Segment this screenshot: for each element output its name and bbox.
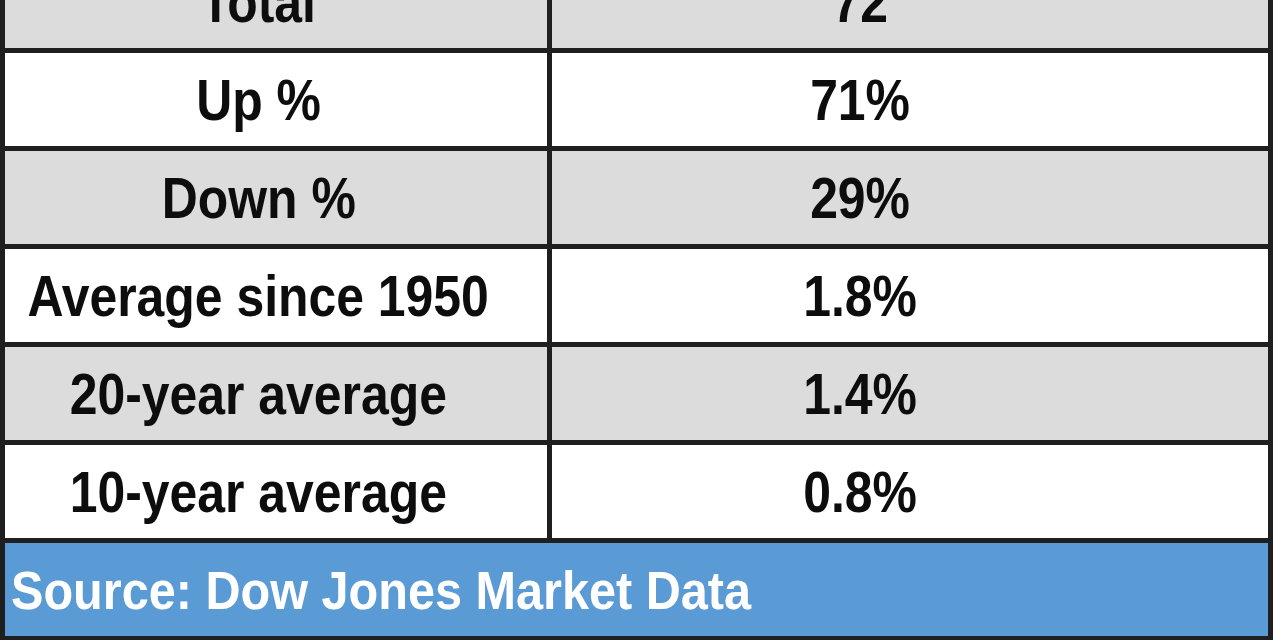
metric-value-cell: 1.8% — [552, 249, 1268, 342]
metric-value-cell: 72 — [552, 0, 1268, 48]
metric-label: Total — [201, 0, 316, 31]
metric-label: Up % — [196, 71, 321, 129]
stats-table: Total 72 Up % 71% Down % 29% Average sin… — [0, 0, 1273, 640]
metric-value-cell: 1.4% — [552, 347, 1268, 440]
metric-value: 1.8% — [803, 267, 917, 325]
metric-value: 0.8% — [803, 463, 917, 521]
metric-label: 20-year average — [70, 365, 447, 423]
metric-value-cell: 29% — [552, 151, 1268, 244]
metric-value: 29% — [810, 169, 910, 227]
metric-value: 72 — [832, 0, 887, 31]
metric-label-cell: Average since 1950 — [5, 249, 547, 342]
metric-value: 71% — [810, 71, 910, 129]
metric-label: Down % — [162, 169, 356, 227]
metric-label: Average since 1950 — [28, 267, 489, 325]
stats-table-graphic: Total 72 Up % 71% Down % 29% Average sin… — [0, 0, 1280, 640]
metric-label-cell: Down % — [5, 151, 547, 244]
source-label: Source: Dow Jones Market Data — [11, 563, 751, 617]
metric-value-cell: 71% — [552, 53, 1268, 146]
source-row: Source: Dow Jones Market Data — [5, 543, 1268, 636]
metric-label: 10-year average — [70, 463, 447, 521]
metric-label-cell: Up % — [5, 53, 547, 146]
metric-label-cell: 20-year average — [5, 347, 547, 440]
metric-label-cell: Total — [5, 0, 547, 48]
metric-value-cell: 0.8% — [552, 445, 1268, 538]
metric-label-cell: 10-year average — [5, 445, 547, 538]
metric-value: 1.4% — [803, 365, 917, 423]
